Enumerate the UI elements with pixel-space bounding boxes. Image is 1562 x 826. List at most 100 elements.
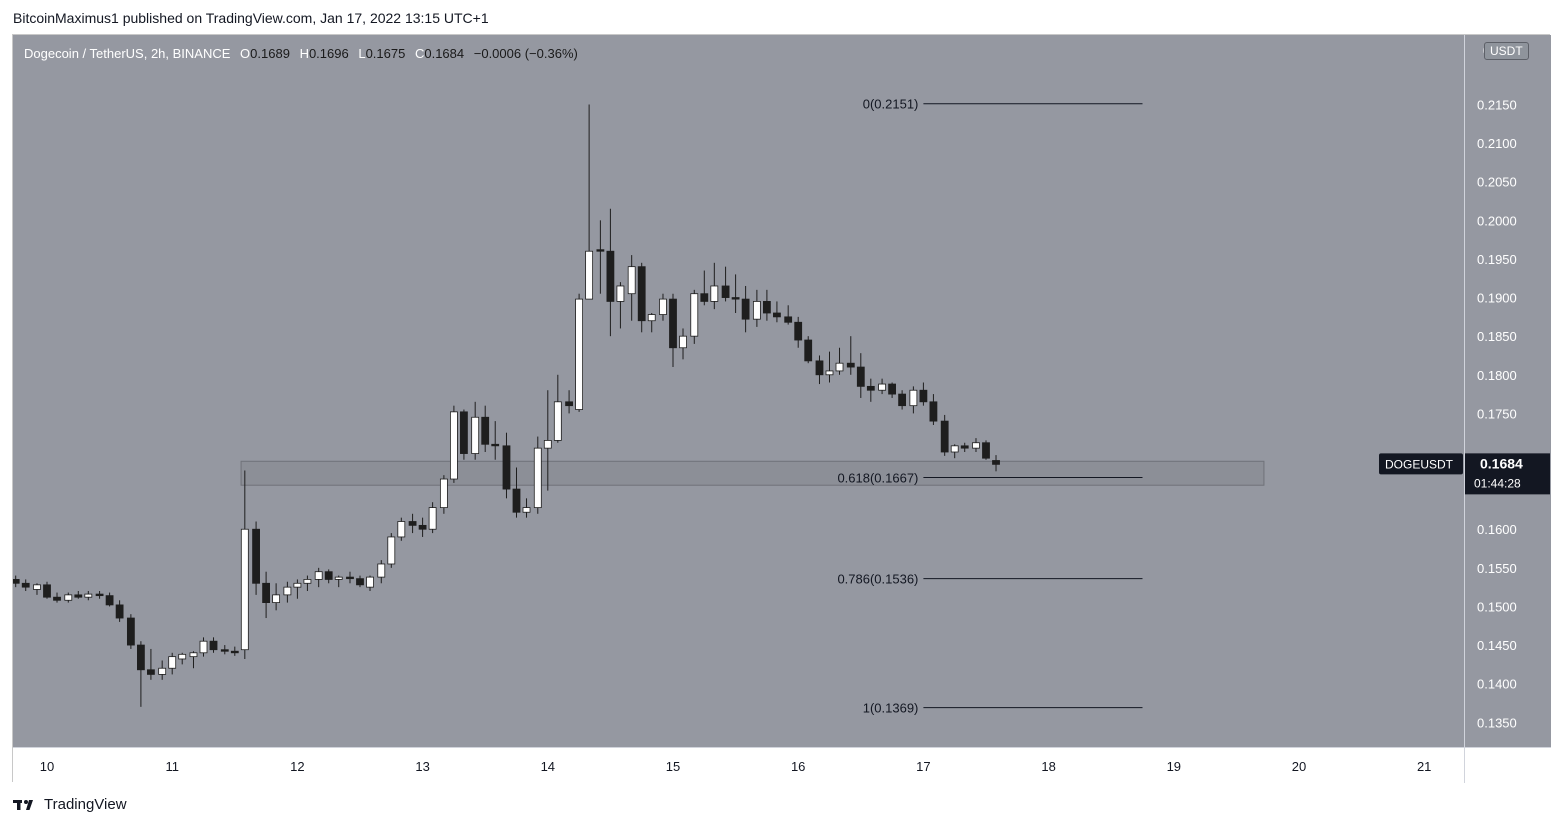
candle[interactable] — [428, 507, 437, 530]
candle[interactable] — [522, 507, 531, 513]
candle[interactable] — [794, 321, 803, 341]
time-axis-area[interactable] — [13, 747, 1464, 783]
candle[interactable] — [856, 366, 865, 387]
candle[interactable] — [21, 582, 30, 588]
candle[interactable] — [596, 249, 605, 252]
currency-badge[interactable]: USDT — [1484, 42, 1529, 60]
candle[interactable] — [262, 582, 271, 603]
candle[interactable] — [888, 383, 896, 395]
candle[interactable] — [283, 586, 292, 596]
candle[interactable] — [982, 442, 990, 459]
candle[interactable] — [105, 595, 114, 606]
candle[interactable] — [481, 416, 490, 445]
candle[interactable] — [731, 297, 740, 300]
candle[interactable] — [168, 656, 177, 669]
candle[interactable] — [272, 594, 281, 603]
candle[interactable] — [303, 579, 312, 584]
candle[interactable] — [866, 385, 875, 391]
candle[interactable] — [721, 285, 730, 298]
candle[interactable] — [449, 411, 458, 480]
candle[interactable] — [252, 528, 260, 584]
candle[interactable] — [220, 649, 229, 652]
candle[interactable] — [960, 445, 969, 449]
candle[interactable] — [230, 650, 239, 654]
candle[interactable] — [909, 389, 918, 407]
candle[interactable] — [565, 401, 573, 407]
candle[interactable] — [752, 301, 761, 320]
candle[interactable] — [763, 301, 771, 314]
candle[interactable] — [637, 266, 646, 322]
candle[interactable] — [240, 528, 249, 651]
candle[interactable] — [491, 443, 500, 447]
candle[interactable] — [439, 478, 448, 509]
candle[interactable] — [43, 584, 51, 598]
candle[interactable] — [408, 521, 417, 526]
candle[interactable] — [627, 266, 636, 295]
candle[interactable] — [929, 401, 938, 422]
candle[interactable] — [84, 593, 93, 598]
footer-brand[interactable]: TradingView — [13, 796, 127, 813]
candle[interactable] — [659, 298, 667, 315]
price-pane[interactable] — [13, 35, 1464, 747]
candle[interactable] — [314, 571, 323, 580]
candle[interactable] — [137, 644, 145, 671]
candle[interactable] — [690, 293, 699, 337]
candle[interactable] — [825, 370, 834, 376]
candle[interactable] — [293, 582, 302, 588]
candle[interactable] — [575, 298, 583, 410]
candle[interactable] — [972, 442, 980, 449]
candle[interactable] — [178, 653, 187, 660]
candle[interactable] — [533, 447, 542, 509]
candle[interactable] — [126, 617, 135, 646]
candle[interactable] — [418, 524, 427, 530]
candle[interactable] — [992, 460, 1000, 465]
candle[interactable] — [950, 445, 959, 453]
candle[interactable] — [147, 669, 155, 675]
candle[interactable] — [199, 640, 208, 654]
candle[interactable] — [606, 250, 615, 302]
candle[interactable] — [919, 389, 928, 403]
candle[interactable] — [356, 578, 364, 586]
candle[interactable] — [115, 604, 124, 619]
candle[interactable] — [460, 411, 468, 454]
candle[interactable] — [846, 362, 855, 368]
candle[interactable] — [346, 576, 354, 580]
candle[interactable] — [553, 401, 562, 441]
chart-frame[interactable]: 0(0.2151) 0.618(0.1667) 0.786(0.1536) 1(0.1… — [12, 34, 1551, 783]
candle[interactable] — [878, 383, 886, 391]
chart-canvas[interactable]: 0(0.2151) 0.618(0.1667) 0.786(0.1536) 1(0.1… — [13, 35, 1551, 783]
candle[interactable] — [543, 440, 552, 449]
candle[interactable] — [95, 593, 104, 597]
candle[interactable] — [679, 335, 687, 349]
candle[interactable] — [502, 445, 511, 490]
candle[interactable] — [13, 579, 20, 584]
support-zone[interactable] — [240, 460, 1265, 486]
candle[interactable] — [324, 571, 333, 580]
candle[interactable] — [334, 576, 343, 580]
candle[interactable] — [512, 488, 521, 513]
candle[interactable] — [33, 584, 41, 590]
candle[interactable] — [366, 576, 374, 588]
candle[interactable] — [387, 536, 396, 565]
candle[interactable] — [741, 298, 750, 320]
candle[interactable] — [710, 285, 719, 302]
candle[interactable] — [158, 667, 167, 675]
candle[interactable] — [940, 420, 949, 453]
candle[interactable] — [585, 250, 594, 300]
candle[interactable] — [53, 596, 61, 601]
candle[interactable] — [397, 521, 406, 538]
candle[interactable] — [835, 362, 844, 372]
price-axis-area[interactable] — [1464, 35, 1551, 747]
candle[interactable] — [700, 293, 709, 302]
candle[interactable] — [773, 312, 781, 318]
candle[interactable] — [377, 563, 386, 578]
candle[interactable] — [784, 316, 793, 323]
candle[interactable] — [209, 640, 218, 651]
candle[interactable] — [74, 594, 83, 598]
candle[interactable] — [471, 416, 480, 454]
candle[interactable] — [647, 314, 656, 322]
candle[interactable] — [669, 298, 677, 349]
candle[interactable] — [815, 360, 824, 376]
candle[interactable] — [189, 652, 198, 658]
candle[interactable] — [64, 594, 73, 601]
